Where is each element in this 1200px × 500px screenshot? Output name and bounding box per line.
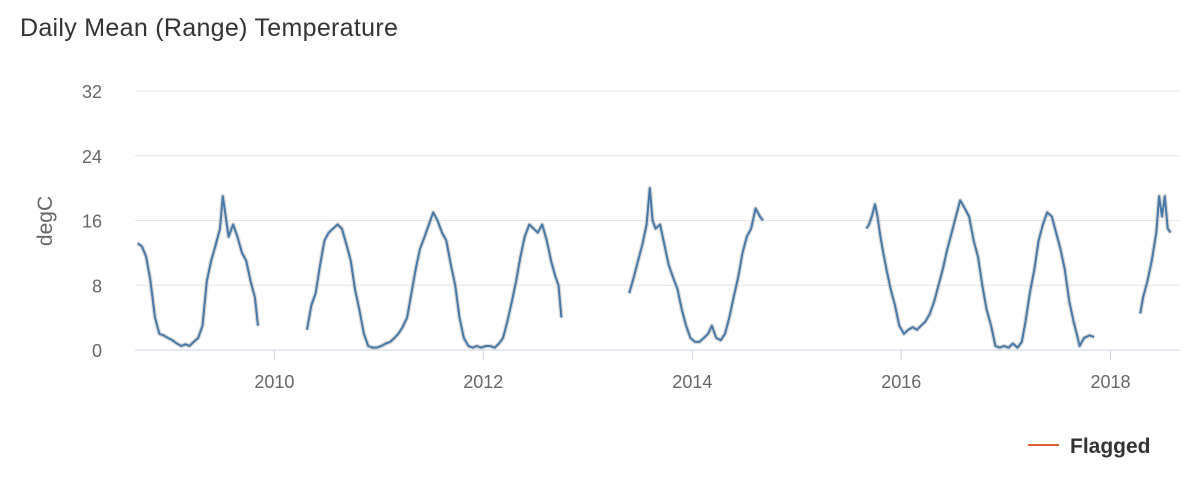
x-tick-label: 2014 (672, 372, 712, 392)
series-line-segment[interactable] (865, 199, 1095, 349)
x-tick-label: 2012 (463, 372, 503, 392)
series-line-segment[interactable] (137, 195, 259, 347)
legend-item-flagged[interactable]: Flagged (1070, 435, 1151, 458)
range-band-segment (627, 185, 765, 345)
series-line-segment[interactable] (1139, 195, 1172, 314)
legend[interactable]: Flagged (1028, 435, 1151, 458)
series-line-segment[interactable] (628, 187, 764, 343)
range-band-segment (304, 210, 564, 350)
y-tick-label: 0 (92, 341, 102, 361)
grid-lines (135, 90, 1180, 286)
series-line-segment[interactable] (306, 211, 563, 349)
x-axis: 2010 2012 2014 2016 2018 (135, 349, 1180, 392)
y-tick-label: 16 (82, 212, 102, 232)
y-tick-label: 32 (82, 82, 102, 102)
y-axis-ticks: 0 8 16 24 32 (82, 82, 102, 361)
x-tick-label: 2010 (254, 372, 294, 392)
y-axis-title: degC (34, 196, 57, 246)
y-tick-label: 8 (92, 276, 102, 296)
series-lines (137, 187, 1172, 349)
series-range-band (136, 185, 1173, 350)
chart-title: Daily Mean (Range) Temperature (20, 14, 399, 42)
x-tick-label: 2018 (1090, 372, 1130, 392)
y-tick-label: 24 (82, 147, 102, 167)
x-tick-label: 2016 (881, 372, 921, 392)
